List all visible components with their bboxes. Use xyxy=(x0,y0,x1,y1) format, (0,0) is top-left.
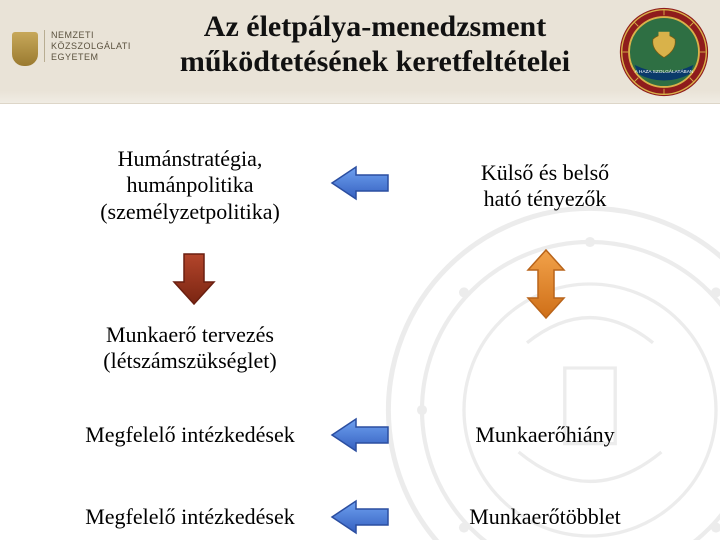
logo-left: NEMZETI KÖZSZOLGÁLATI EGYETEM xyxy=(12,30,142,90)
arrow-left-icon xyxy=(330,500,390,534)
arrow-updown-icon xyxy=(526,248,566,320)
title-line2: működtetésének keretfeltételei xyxy=(180,45,570,78)
box-munkaerotobblet: Munkaerőtöbblet xyxy=(430,504,660,530)
l2: ható tényezők xyxy=(484,186,607,211)
crest-icon xyxy=(12,32,38,66)
box-kulso-belso: Külső és belső ható tényezők xyxy=(430,160,660,213)
l2: humánpolitika xyxy=(126,172,253,197)
logo-left-text: NEMZETI KÖZSZOLGÁLATI EGYETEM xyxy=(44,30,142,62)
l3: (személyzetpolitika) xyxy=(100,199,280,224)
logo-right-seal-icon: A HAZA SZOLGÁLATÁBAN xyxy=(618,6,710,98)
header-band: NEMZETI KÖZSZOLGÁLATI EGYETEM A HAZA SZO… xyxy=(0,0,720,104)
logo-left-line3: EGYETEM xyxy=(51,52,142,63)
logo-left-line1: NEMZETI xyxy=(51,30,142,41)
title-line1: Az életpálya-menedzsment xyxy=(204,10,546,43)
logo-left-line2: KÖZSZOLGÁLATI xyxy=(51,41,142,52)
l1: Külső és belső xyxy=(481,160,609,185)
diagram-area: Humánstratégia, humánpolitika (személyze… xyxy=(0,120,720,540)
arrow-left-icon xyxy=(330,418,390,452)
page-title: Az életpálya-menedzsment működtetésének … xyxy=(150,10,600,79)
box-humanstrategia: Humánstratégia, humánpolitika (személyze… xyxy=(60,146,320,225)
box-munkaerohiany: Munkaerőhiány xyxy=(430,422,660,448)
l1: Munkaerő tervezés xyxy=(106,322,274,347)
arrow-left-icon xyxy=(330,166,390,200)
box-intezkedesek-1: Megfelelő intézkedések xyxy=(60,422,320,448)
l2: (létszámszükséglet) xyxy=(103,348,277,373)
box-munkaero-tervezes: Munkaerő tervezés (létszámszükséglet) xyxy=(60,322,320,375)
arrow-down-icon xyxy=(172,252,216,306)
box-intezkedesek-2: Megfelelő intézkedések xyxy=(60,504,320,530)
l1: Humánstratégia, xyxy=(118,146,263,171)
